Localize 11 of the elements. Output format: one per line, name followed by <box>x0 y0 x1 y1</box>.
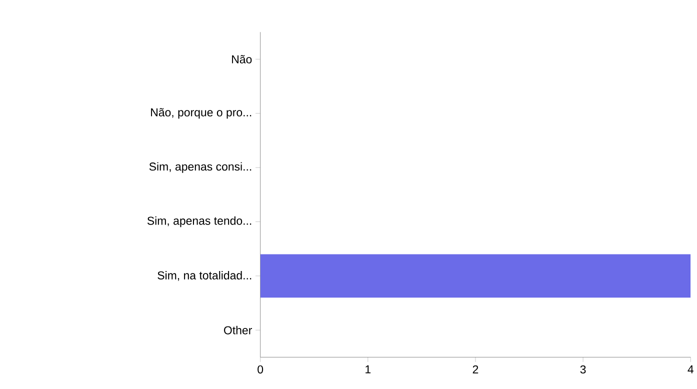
x-tick-label: 2 <box>472 365 478 374</box>
y-tick-label: Sim, apenas tendo... <box>147 216 252 228</box>
y-tick-label: Sim, na totalidad... <box>158 270 252 281</box>
x-tick-label: 1 <box>366 365 371 374</box>
y-tick-label: Sim, apenas consi... <box>149 162 252 173</box>
y-tick-label: Não <box>232 54 252 64</box>
x-tick-label: 4 <box>688 365 694 374</box>
x-tick-label: 0 <box>258 365 264 374</box>
y-tick-label: Não, porque o pro... <box>151 108 252 119</box>
y-tick-label: Other <box>224 326 252 334</box>
x-tick-label: 3 <box>580 365 586 374</box>
